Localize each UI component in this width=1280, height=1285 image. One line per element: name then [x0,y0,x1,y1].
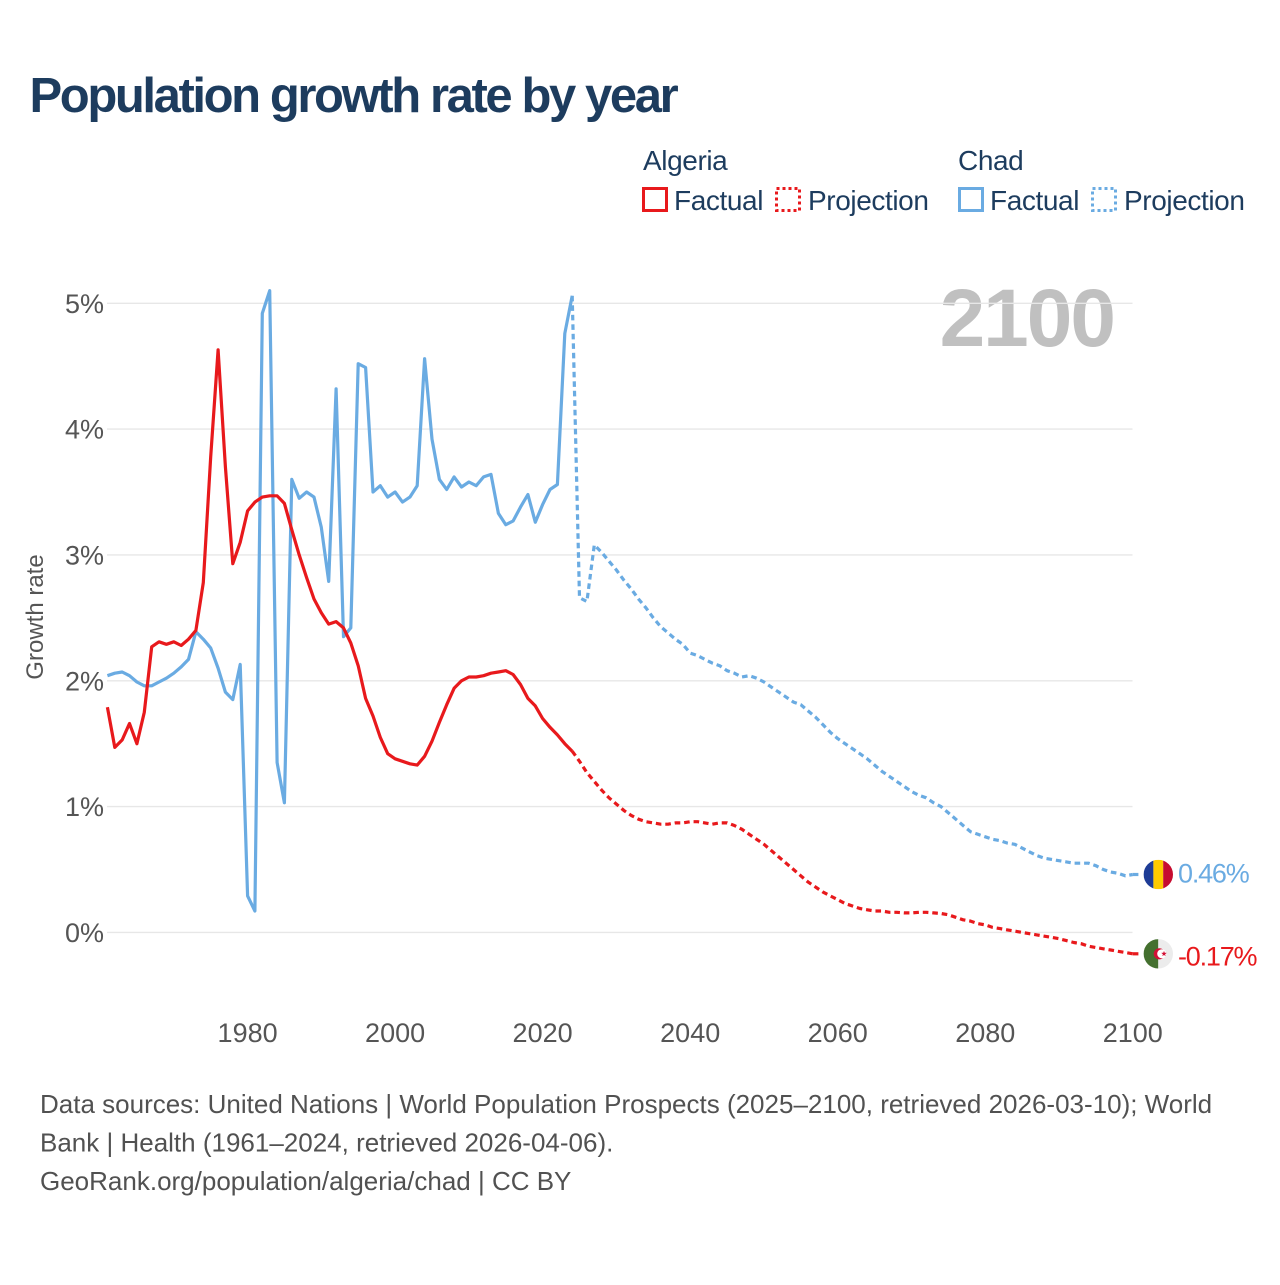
svg-text:0%: 0% [65,918,104,948]
svg-text:Factual: Factual [990,185,1079,216]
svg-text:Algeria: Algeria [643,145,728,176]
svg-text:5%: 5% [65,289,104,319]
svg-text:2020: 2020 [513,1018,573,1048]
svg-text:1%: 1% [65,792,104,822]
svg-text:2000: 2000 [365,1018,425,1048]
svg-text:Factual: Factual [674,185,763,216]
svg-text:2100: 2100 [1103,1018,1163,1048]
svg-text:Chad: Chad [958,145,1023,176]
svg-text:Population growth rate by year: Population growth rate by year [30,69,679,123]
svg-text:Data sources: United Nations |: Data sources: United Nations | World Pop… [40,1089,1212,1119]
svg-text:4%: 4% [65,415,104,445]
svg-text:2%: 2% [65,666,104,696]
svg-text:2080: 2080 [955,1018,1015,1048]
svg-text:Growth rate: Growth rate [22,554,49,679]
svg-text:Projection: Projection [1124,185,1245,216]
svg-text:1980: 1980 [218,1018,278,1048]
svg-text:GeoRank.org/population/algeria: GeoRank.org/population/algeria/chad | CC… [40,1166,571,1196]
svg-text:3%: 3% [65,540,104,570]
svg-text:0.46%: 0.46% [1178,859,1250,889]
svg-text:2060: 2060 [808,1018,868,1048]
svg-text:Projection: Projection [808,185,929,216]
svg-text:2100: 2100 [940,273,1114,364]
svg-text:Bank | Health (1961–2024, retr: Bank | Health (1961–2024, retrieved 2026… [40,1128,613,1158]
svg-text:2040: 2040 [660,1018,720,1048]
svg-text:-0.17%: -0.17% [1178,941,1258,971]
